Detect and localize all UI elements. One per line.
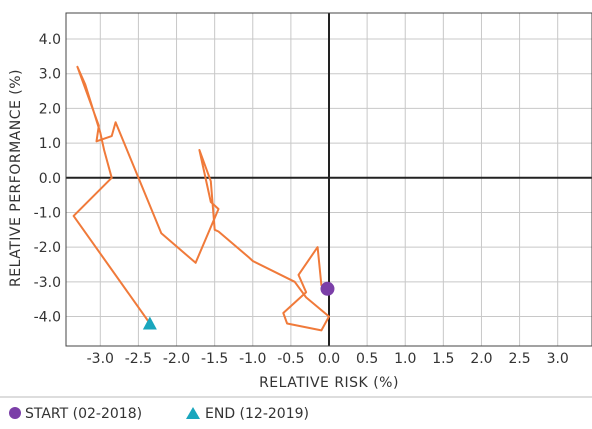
legend-end-triangle-icon bbox=[186, 407, 200, 419]
series-line bbox=[72, 65, 330, 332]
x-tick-label: 2.5 bbox=[508, 351, 530, 367]
legend-start-circle-icon bbox=[9, 407, 21, 419]
x-tick-label: -3.0 bbox=[87, 351, 114, 367]
x-tick-label: -0.5 bbox=[277, 351, 304, 367]
zero-axes bbox=[66, 13, 592, 346]
x-tick-label: -1.0 bbox=[239, 351, 266, 367]
x-tick-label: 0.0 bbox=[318, 351, 340, 367]
y-tick-label: 4.0 bbox=[39, 32, 61, 48]
plot-frame bbox=[65, 12, 592, 347]
y-tick-label: 3.0 bbox=[39, 67, 61, 83]
x-tick-label: -2.0 bbox=[163, 351, 190, 367]
x-tick-label: 1.0 bbox=[394, 351, 416, 367]
x-axis-title: RELATIVE RISK (%) bbox=[259, 375, 399, 391]
x-tick-label: -1.5 bbox=[201, 351, 228, 367]
y-tick-label: -2.0 bbox=[34, 240, 61, 256]
legend: START (02-2018) END (12-2019) bbox=[9, 406, 309, 422]
x-tick-label: 3.0 bbox=[547, 351, 569, 367]
start-marker bbox=[320, 281, 335, 296]
y-tick-labels: 4.0 3.0 2.0 1.0 0.0 -1.0 -2.0 -3.0 -4.0 bbox=[34, 32, 61, 326]
y-axis-title: RELATIVE PERFORMANCE (%) bbox=[8, 69, 24, 287]
x-tick-label: -2.5 bbox=[125, 351, 152, 367]
y-tick-label: 2.0 bbox=[39, 101, 61, 117]
x-tick-labels: -3.0 -2.5 -2.0 -1.5 -1.0 -0.5 0.0 0.5 1.0 1.5 2.0 2… bbox=[87, 351, 569, 367]
x-tick-label: 2.0 bbox=[470, 351, 492, 367]
y-tick-label: -1.0 bbox=[34, 205, 61, 221]
end-marker bbox=[142, 316, 157, 330]
y-tick-label: 0.0 bbox=[39, 171, 61, 187]
y-tick-label: -3.0 bbox=[34, 275, 61, 291]
y-tick-label: -4.0 bbox=[34, 310, 61, 326]
legend-start-label: START (02-2018) bbox=[25, 406, 142, 422]
x-tick-label: 0.5 bbox=[356, 351, 378, 367]
y-tick-label: 1.0 bbox=[39, 136, 61, 152]
x-tick-label: 1.5 bbox=[432, 351, 454, 367]
legend-end-label: END (12-2019) bbox=[205, 406, 309, 422]
